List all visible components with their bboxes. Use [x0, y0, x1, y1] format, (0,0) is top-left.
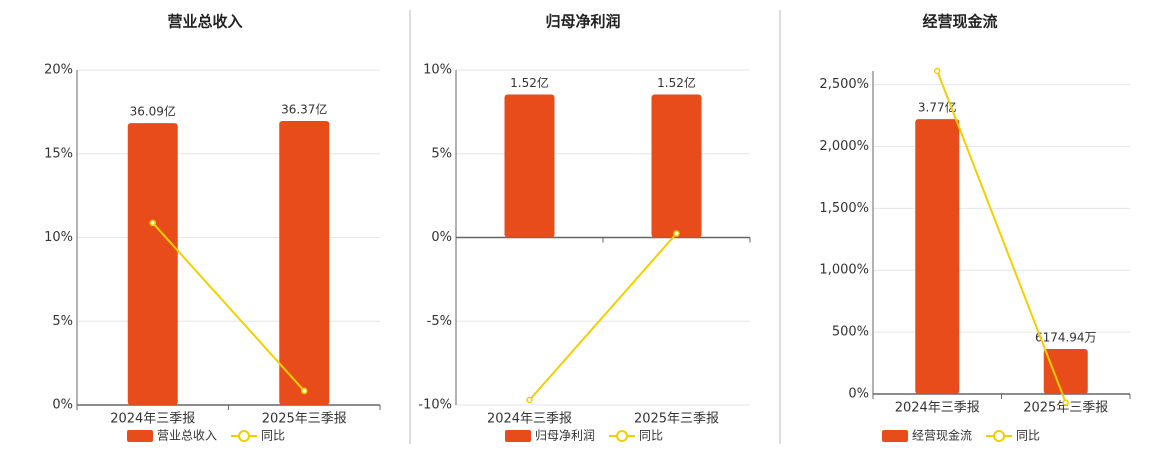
- legend-swatch: [882, 430, 908, 442]
- legend-label: 营业总收入: [157, 429, 217, 443]
- chart-title: 经营现金流: [922, 13, 997, 31]
- value-label: 3.77亿: [918, 100, 957, 115]
- legend-swatch: [505, 430, 531, 442]
- legend-label: 同比: [261, 429, 285, 443]
- y-tick-label: 5%: [431, 146, 452, 161]
- legend-label: 归母净利润: [535, 429, 595, 443]
- value-label: 6174.94万: [1035, 330, 1097, 344]
- value-label: 36.37亿: [281, 101, 327, 116]
- bar: [279, 120, 330, 405]
- y-tick-label: 2,000%: [819, 139, 869, 154]
- y-tick-label: 15%: [44, 146, 73, 161]
- x-tick-label: 2024年三季报: [487, 412, 572, 427]
- line-point: [301, 387, 308, 395]
- y-tick-label: 0%: [431, 230, 452, 245]
- legend-label: 同比: [1016, 429, 1040, 443]
- bar: [127, 123, 178, 406]
- value-label: 1.52亿: [657, 75, 696, 90]
- y-tick-label: 0%: [52, 398, 73, 413]
- legend-label: 同比: [639, 429, 663, 443]
- bar: [504, 94, 555, 238]
- line: [152, 222, 305, 392]
- y-tick-label: 10%: [423, 63, 452, 78]
- line-point: [934, 67, 941, 75]
- y-tick-label: 5%: [52, 314, 73, 329]
- x-tick-label: 2025年三季报: [262, 412, 347, 427]
- y-tick-label: 1,000%: [819, 263, 869, 278]
- y-tick-label: 2,500%: [819, 77, 869, 92]
- line-point: [673, 230, 680, 237]
- x-tick-label: 2025年三季报: [634, 412, 719, 427]
- line: [528, 232, 678, 401]
- legend-swatch: [616, 430, 628, 442]
- value-label: 36.09亿: [130, 104, 176, 119]
- y-tick-label: 20%: [44, 63, 73, 78]
- line: [936, 70, 1067, 404]
- y-tick-label: 500%: [832, 325, 869, 340]
- legend-swatch: [238, 430, 250, 442]
- bar: [915, 119, 960, 395]
- line-point: [526, 396, 533, 404]
- chart-title: 营业总收入: [167, 13, 242, 31]
- y-tick-label: -5%: [427, 314, 452, 329]
- y-tick-label: 1,500%: [819, 201, 869, 216]
- legend-swatch: [993, 430, 1005, 442]
- y-tick-label: 0%: [848, 387, 869, 402]
- value-label: 1.52亿: [510, 75, 549, 90]
- bar: [651, 94, 702, 238]
- x-tick-label: 2024年三季报: [110, 412, 195, 427]
- x-tick-label: 2024年三季报: [895, 401, 980, 416]
- bar: [1043, 348, 1088, 394]
- y-tick-label: -10%: [418, 398, 452, 413]
- line-point: [149, 219, 156, 227]
- legend-label: 经营现金流: [912, 428, 972, 443]
- legend-swatch: [127, 430, 153, 442]
- line-point: [1062, 399, 1069, 406]
- chart-title: 归母净利润: [545, 13, 620, 31]
- y-tick-label: 10%: [44, 230, 73, 245]
- x-tick-label: 2025年三季报: [1023, 401, 1108, 416]
